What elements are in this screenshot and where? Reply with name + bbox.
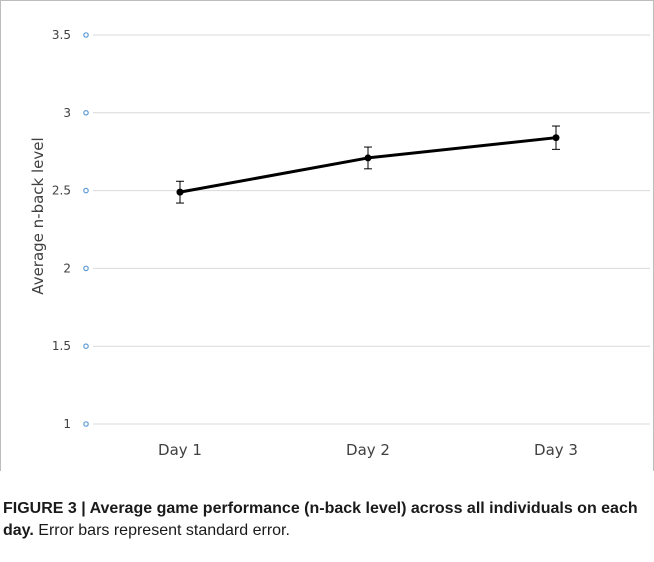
y-axis-title: Average n-back level: [29, 137, 47, 294]
figure-caption: FIGURE 3 | Average game performance (n-b…: [3, 498, 643, 542]
line-chart: 1 1.5 2 2.5 3 3.5 Day 1 Day 2 Day 3 Average n-b…: [29, 28, 650, 459]
caption-label: FIGURE 3 | Average game performance (n-b…: [3, 500, 638, 539]
caption-text: Error bars represent standard error.: [38, 522, 290, 539]
x-axis-categories: Day 1 Day 2 Day 3: [158, 441, 578, 459]
figure-frame: [0, 0, 654, 471]
y-tick-label: 2.5: [52, 184, 71, 198]
y-axis-ticks: 1 1.5 2 2.5 3 3.5: [52, 28, 89, 431]
gridlines: [93, 34, 650, 425]
x-category-label: Day 3: [534, 441, 578, 459]
data-points: [176, 134, 560, 196]
y-tick-label: 2: [63, 261, 71, 275]
y-tick-marker: [83, 32, 89, 38]
y-tick-marker: [83, 265, 89, 272]
y-tick-marker: [83, 421, 89, 427]
data-point: [176, 188, 184, 196]
y-tick-marker: [83, 187, 89, 194]
x-category-label: Day 1: [158, 441, 202, 459]
y-tick-label: 3: [63, 106, 71, 120]
y-tick-label: 3.5: [52, 28, 71, 42]
x-category-label: Day 2: [346, 441, 390, 459]
y-tick-marker: [83, 110, 89, 116]
data-point: [552, 134, 560, 142]
y-tick-marker: [83, 343, 89, 350]
y-tick-label: 1: [63, 417, 71, 431]
data-point: [364, 154, 372, 162]
error-bars: [176, 125, 560, 204]
y-tick-label: 1.5: [52, 339, 71, 353]
